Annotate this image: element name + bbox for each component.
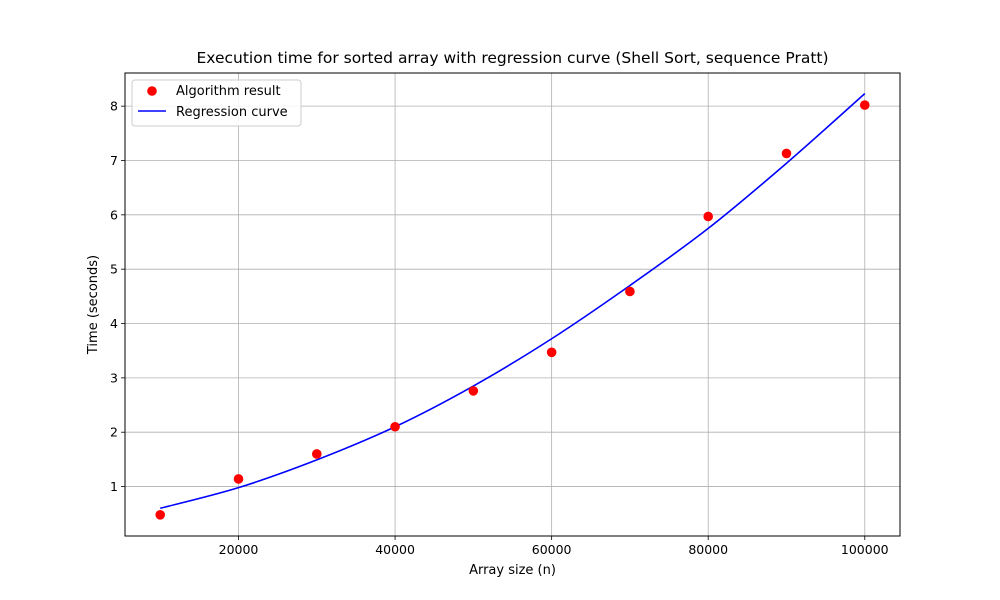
regression-curve-layer <box>160 93 866 510</box>
chart-title: Execution time for sorted array with reg… <box>196 49 828 67</box>
y-tick-label: 5 <box>110 262 118 277</box>
data-point <box>311 449 322 459</box>
y-tick-label: 2 <box>110 425 118 440</box>
y-tick-label: 3 <box>110 370 118 385</box>
legend-label-algorithm-result: Algorithm result <box>176 84 281 99</box>
legend-marker-algorithm-result <box>147 86 157 96</box>
plot-frame <box>124 72 901 537</box>
x-tick-label: 80000 <box>688 542 728 557</box>
data-point <box>703 211 714 222</box>
data-point <box>546 347 557 358</box>
data-points-layer <box>155 100 870 520</box>
y-tick-label: 7 <box>110 153 118 168</box>
data-point <box>781 148 792 159</box>
data-point <box>390 421 400 432</box>
y-tick-label: 6 <box>110 207 118 222</box>
data-point <box>859 100 870 110</box>
legend-label-regression-curve: Regression curve <box>176 105 288 120</box>
data-point <box>233 474 244 484</box>
axis-ticks: 20000 40000 60000 80000 100000 1 2 3 4 5 6 7 8 <box>110 99 889 557</box>
y-tick-label: 1 <box>110 479 118 494</box>
regression-curve-line <box>160 93 866 510</box>
x-tick-label: 100000 <box>841 542 889 557</box>
data-point <box>468 386 479 396</box>
x-axis-label: Array size (n) <box>469 563 556 578</box>
x-tick-label: 60000 <box>532 542 572 557</box>
y-axis-label: Time (seconds) <box>86 255 101 355</box>
legend-frame <box>131 79 302 127</box>
grid <box>125 73 900 536</box>
data-point <box>155 510 166 520</box>
y-tick-label: 8 <box>110 99 118 114</box>
y-tick-label: 4 <box>110 316 118 331</box>
data-point <box>625 286 635 297</box>
x-tick-label: 40000 <box>375 542 415 557</box>
legend: Algorithm result Regression curve <box>131 79 302 127</box>
x-tick-label: 20000 <box>219 542 259 557</box>
